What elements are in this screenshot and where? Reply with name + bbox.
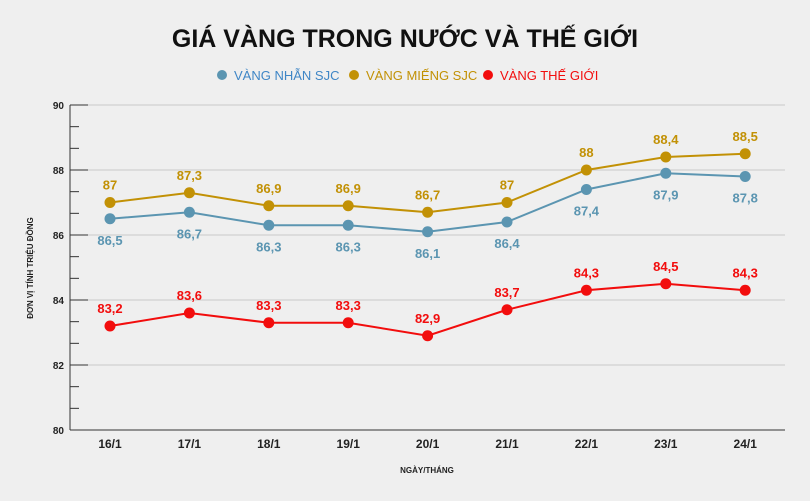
x-tick-label: 18/1 xyxy=(257,437,281,451)
y-tick-label: 88 xyxy=(53,166,65,177)
data-point xyxy=(104,213,116,225)
data-label: 83,6 xyxy=(177,288,202,303)
data-label: 86,7 xyxy=(177,226,202,241)
data-point xyxy=(660,167,672,179)
y-tick-label: 90 xyxy=(53,101,65,112)
data-point xyxy=(739,171,751,182)
series-vàng-thế-giới: 83,2 83,6 83,3 83,3 82,9 83,7 84,3 84,5 84,3 xyxy=(97,259,758,342)
data-point xyxy=(660,151,672,163)
x-tick-label: 19/1 xyxy=(337,437,361,451)
series-vàng-miếng-sjc: 87 87,3 86,9 86,9 86,7 87 88 88,4 88,5 xyxy=(103,129,758,218)
data-point xyxy=(104,197,116,208)
data-point xyxy=(501,304,513,316)
data-point xyxy=(739,284,751,296)
axes: 80 82 84 86 88 90 16/1 17/1 18/1 19/1 20/1 21/1 22/1… xyxy=(53,101,785,451)
data-label: 83,7 xyxy=(494,285,519,300)
y-tick-label: 82 xyxy=(53,361,65,372)
data-label: 84,3 xyxy=(574,265,599,280)
legend-marker xyxy=(483,70,493,80)
legend: VÀNG NHẪN SJC VÀNG MIẾNG SJC VÀNG THẾ GIỚI xyxy=(217,68,598,83)
data-label: 82,9 xyxy=(415,311,440,326)
legend-marker xyxy=(217,70,227,80)
chart-title: GIÁ VÀNG TRONG NƯỚC VÀ THẾ GIỚI xyxy=(172,23,638,53)
data-point xyxy=(263,317,275,329)
legend-marker xyxy=(349,70,359,80)
data-point xyxy=(501,197,513,208)
x-tick-label: 17/1 xyxy=(178,437,202,451)
data-label: 86,3 xyxy=(336,239,361,254)
series: 86,5 86,786,3 86,3 86,186,487,487,9 87,88787… xyxy=(97,129,758,342)
data-label: 87,9 xyxy=(653,187,678,202)
series-vàng-nhẫn-sjc: 86,5 86,7 86,3 86,3 86,1 86,4 87,4 87,9 87,8 xyxy=(97,167,758,261)
data-point xyxy=(580,284,592,296)
y-tick-label: 80 xyxy=(53,426,65,437)
data-point xyxy=(422,226,434,238)
data-label: 86,4 xyxy=(494,236,520,251)
data-point xyxy=(183,206,195,218)
legend-label: VÀNG NHẪN SJC xyxy=(234,68,339,83)
data-point xyxy=(263,219,275,231)
data-point xyxy=(342,219,354,231)
data-label: 86,3 xyxy=(256,239,281,254)
data-label: 86,9 xyxy=(336,181,361,196)
x-tick-label: 22/1 xyxy=(575,437,599,451)
data-label: 86,9 xyxy=(256,181,281,196)
legend-label: VÀNG MIẾNG SJC xyxy=(366,68,477,83)
x-tick-label: 20/1 xyxy=(416,437,440,451)
data-label: 88,5 xyxy=(733,129,758,144)
data-point xyxy=(183,307,195,319)
data-point xyxy=(342,200,354,212)
y-axis-label: ĐƠN VỊ TÍNH TRIỆU ĐỒNG xyxy=(25,217,35,319)
data-label: 83,2 xyxy=(97,301,122,316)
x-axis-label: NGÀY/THÁNG xyxy=(400,466,454,475)
x-tick-label: 21/1 xyxy=(495,437,519,451)
series-line xyxy=(109,282,746,337)
data-point xyxy=(739,148,751,160)
data-label: 83,3 xyxy=(256,298,281,313)
data-label: 87,8 xyxy=(733,191,758,206)
data-label: 86,1 xyxy=(415,246,440,261)
data-point xyxy=(501,216,513,228)
data-point xyxy=(660,278,672,290)
data-label: 86,5 xyxy=(97,233,122,248)
data-label: 87,4 xyxy=(574,204,600,219)
series-line xyxy=(109,152,746,214)
legend-label: VÀNG THẾ GIỚI xyxy=(500,68,598,83)
y-tick-label: 84 xyxy=(53,296,65,307)
x-tick-label: 24/1 xyxy=(734,437,758,451)
data-label: 87,3 xyxy=(177,168,202,183)
data-label: 84,3 xyxy=(733,265,758,280)
series-line xyxy=(109,172,746,233)
data-point xyxy=(580,184,592,195)
data-label: 88,4 xyxy=(653,132,679,147)
data-label: 86,7 xyxy=(415,187,440,202)
data-label: 84,5 xyxy=(653,259,678,274)
data-point xyxy=(183,187,195,199)
data-label: 83,3 xyxy=(336,298,361,313)
data-label: 88 xyxy=(579,145,593,160)
data-point xyxy=(580,164,592,176)
data-label: 87 xyxy=(500,178,514,193)
data-point xyxy=(342,317,354,329)
data-point xyxy=(422,330,434,342)
x-tick-label: 23/1 xyxy=(654,437,678,451)
x-tick-label: 16/1 xyxy=(98,437,122,451)
data-point xyxy=(422,206,434,218)
y-tick-label: 86 xyxy=(53,231,65,242)
data-label: 87 xyxy=(103,178,117,193)
data-point xyxy=(104,320,116,332)
data-point xyxy=(263,200,275,212)
